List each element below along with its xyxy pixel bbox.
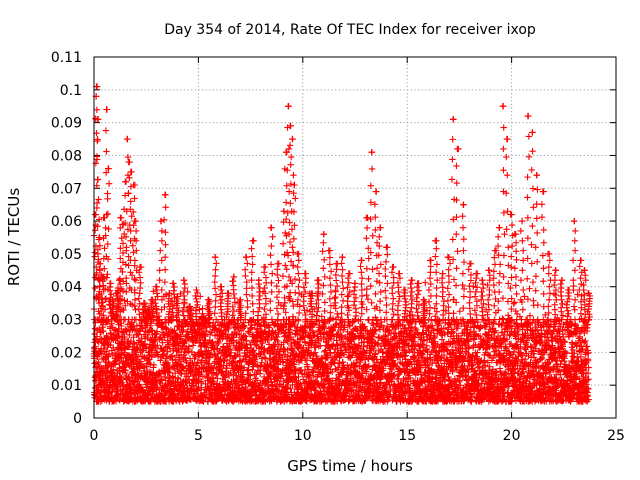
data-point [160,346,168,354]
data-point [141,340,149,348]
data-point [147,322,154,329]
data-point [163,352,170,360]
data-point [177,290,184,298]
data-point [117,339,125,346]
data-point [95,387,102,395]
data-point [153,385,160,393]
data-point [174,375,182,383]
data-point [95,359,102,366]
data-point [110,366,117,373]
data-point [170,365,178,372]
data-point [121,333,128,341]
data-point [177,346,185,353]
data-point [105,350,113,358]
data-point [143,320,151,328]
data-point [120,383,127,390]
data-point [144,356,152,364]
data-point [150,288,157,295]
data-point [153,328,161,335]
data-point [171,356,179,363]
data-point [178,323,186,330]
data-point [125,373,132,381]
data-point [96,325,103,332]
data-point [100,328,107,335]
data-point [118,322,125,330]
data-point [153,376,160,384]
data-point [157,357,164,364]
data-point [157,376,165,383]
data-point [108,347,115,354]
data-point [164,359,172,367]
data-point [140,388,147,396]
data-point [122,367,129,374]
data-point [150,361,158,369]
data-point [182,337,189,344]
data-point [162,344,169,351]
data-point [126,331,133,339]
data-point [166,369,173,376]
data-point [106,325,114,332]
data-point [154,342,161,349]
data-point [105,374,112,381]
chart-title: Day 354 of 2014, Rate Of TEC Index for r… [164,22,536,38]
data-point [106,387,113,395]
data-point [93,333,100,340]
data-point [182,354,189,362]
data-point [123,327,131,335]
data-point [109,388,116,396]
data-point [181,338,188,345]
data-point [160,373,168,381]
data-point [105,359,112,366]
data-point [110,344,117,351]
data-points [90,83,594,405]
data-point [112,398,120,405]
data-point [132,345,140,352]
data-point [144,334,151,342]
data-point [156,370,164,377]
data-point [92,343,99,350]
data-point [111,382,119,389]
data-point [177,333,184,340]
data-point [131,340,138,348]
data-point [155,371,163,379]
data-point [148,326,155,334]
data-point [180,326,187,334]
